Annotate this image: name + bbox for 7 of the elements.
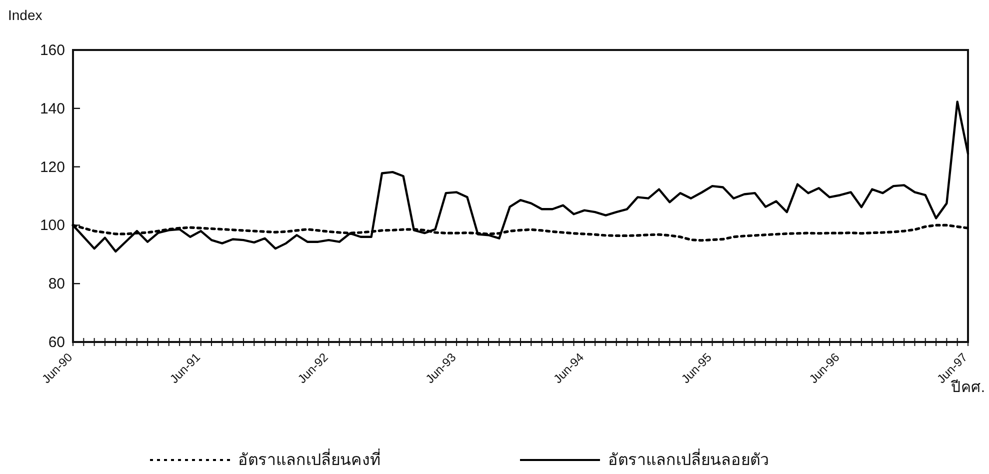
y-axis-title: Index xyxy=(8,7,42,23)
y-tick-label: 80 xyxy=(48,276,65,293)
y-tick-label: 160 xyxy=(40,42,65,59)
y-tick-label: 100 xyxy=(40,217,65,234)
y-tick-label: 120 xyxy=(40,158,65,176)
y-tick-label: 60 xyxy=(48,334,65,351)
y-tick-label: 140 xyxy=(40,100,65,118)
